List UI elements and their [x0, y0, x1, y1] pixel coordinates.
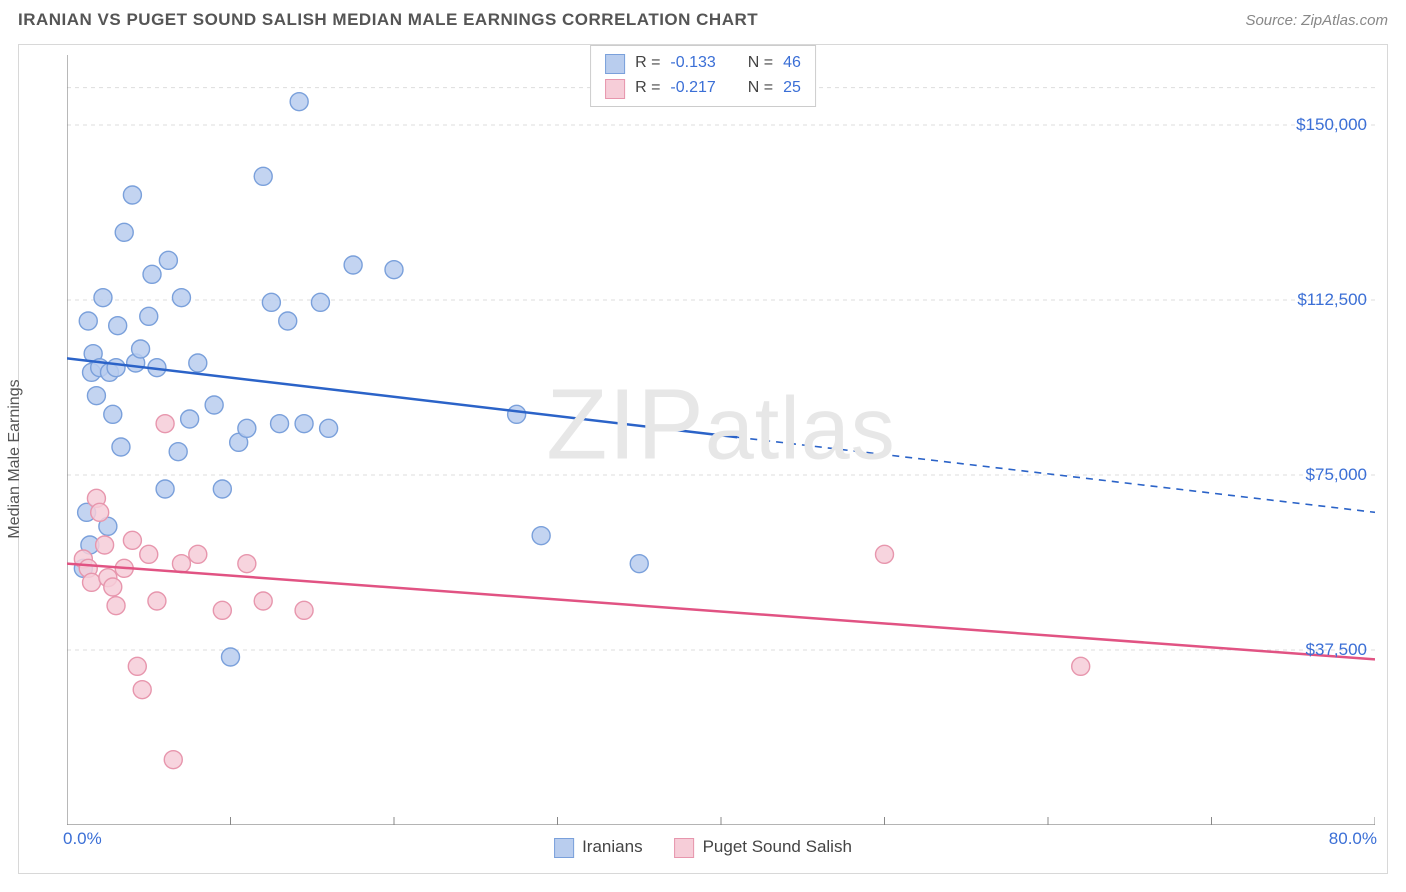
correlation-stats-box: R = -0.133 N = 46 R = -0.217 N = 25 [590, 45, 816, 107]
n-value: 25 [783, 76, 801, 101]
r-label: R = [635, 76, 660, 101]
plot-area: ZIPatlas $37,500$75,000$112,500$150,000 [67, 55, 1375, 825]
y-tick-label: $112,500 [1297, 290, 1367, 310]
series-swatch [605, 54, 625, 74]
series-swatch [605, 79, 625, 99]
r-value: -0.133 [670, 51, 715, 76]
legend-swatch [554, 838, 574, 858]
stats-row: R = -0.217 N = 25 [605, 76, 801, 101]
legend-swatch [675, 838, 695, 858]
source-attribution: Source: ZipAtlas.com [1245, 12, 1388, 29]
legend-label: Iranians [582, 837, 642, 857]
r-value: -0.217 [670, 76, 715, 101]
y-tick-label: $37,500 [1306, 640, 1367, 660]
chart-header: IRANIAN VS PUGET SOUND SALISH MEDIAN MAL… [0, 0, 1406, 36]
legend-item: Puget Sound Salish [675, 837, 852, 857]
n-value: 46 [783, 51, 801, 76]
scatter-plot-svg [67, 55, 1375, 825]
y-tick-label: $150,000 [1296, 115, 1367, 135]
n-label: N = [748, 51, 773, 76]
r-label: R = [635, 51, 660, 76]
legend-item: Iranians [554, 837, 642, 857]
legend: Iranians Puget Sound Salish [554, 837, 852, 857]
x-axis-min: 0.0% [63, 829, 102, 849]
n-label: N = [748, 76, 773, 101]
chart-container: Median Male Earnings ZIPatlas $37,500$75… [18, 44, 1388, 874]
stats-row: R = -0.133 N = 46 [605, 51, 801, 76]
y-tick-label: $75,000 [1306, 465, 1367, 485]
y-axis-label: Median Male Earnings [6, 379, 24, 538]
legend-label: Puget Sound Salish [703, 837, 852, 857]
chart-title: IRANIAN VS PUGET SOUND SALISH MEDIAN MAL… [18, 10, 758, 30]
x-axis-max: 80.0% [1329, 829, 1377, 849]
